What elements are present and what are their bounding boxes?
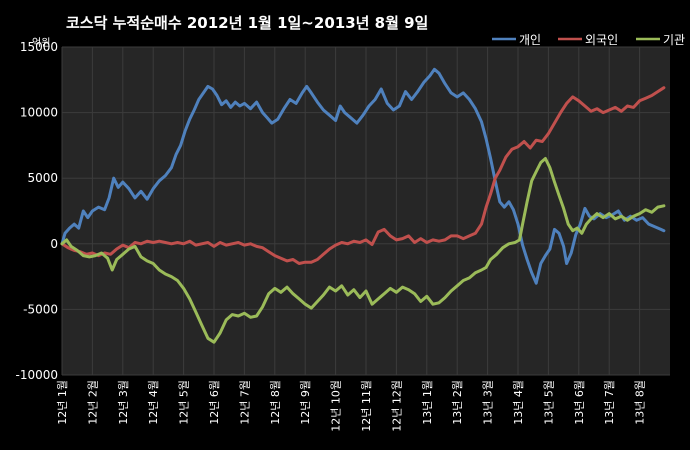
x-tick-label: 12년 9월 <box>299 380 312 425</box>
x-tick-label: 12년 10월 <box>330 380 343 432</box>
x-tick-label: 13년 5월 <box>542 380 555 425</box>
x-tick-label: 12년 11월 <box>360 380 373 432</box>
x-tick-label: 12년 7월 <box>238 380 251 425</box>
x-tick-label: 12년 12월 <box>390 380 403 432</box>
chart-title: 코스닥 누적순매수 2012년 1월 1일~2013년 8월 9일 <box>66 14 428 32</box>
legend: 개인 외국인 기관 <box>492 33 685 47</box>
y-axis-ticks: 15000 10000 5000 0 -5000 -10000 <box>15 40 58 382</box>
y-tick-label: 10000 <box>20 106 58 120</box>
series-line-1 <box>60 86 666 265</box>
x-tick-label: 13년 4월 <box>512 380 525 425</box>
grid-lines <box>61 46 670 376</box>
x-tick-label: 12년 3월 <box>117 380 130 425</box>
x-tick-label: 13년 1월 <box>421 380 434 425</box>
x-tick-label: 13년 3월 <box>482 380 495 425</box>
x-tick-label: 13년 7월 <box>603 380 616 425</box>
x-tick-label: 13년 8월 <box>634 380 647 425</box>
legend-label-0: 개인 <box>519 33 541 47</box>
x-tick-label: 13년 2월 <box>451 380 464 425</box>
y-tick-label: 5000 <box>27 171 58 185</box>
x-tick-label: 12년 1월 <box>56 380 69 425</box>
y-tick-label: -5000 <box>23 302 58 316</box>
y-tick-label: -10000 <box>15 368 58 382</box>
legend-label-1: 외국인 <box>585 33 618 47</box>
x-axis-ticks: 12년 1월 12년 2월 12년 3월 12년 4월 12년 5월 12년 6월 12년 … <box>56 380 647 432</box>
x-tick-label: 12년 5월 <box>178 380 191 425</box>
series-line-2 <box>60 157 666 344</box>
x-tick-label: 12년 2월 <box>86 380 99 425</box>
x-tick-label: 12년 4월 <box>147 380 160 425</box>
x-tick-label: 13년 6월 <box>573 380 586 425</box>
y-tick-label: 0 <box>50 237 58 251</box>
legend-label-2: 기관 <box>663 33 685 47</box>
y-tick-label: 15000 <box>20 40 58 54</box>
y-axis-unit-label: 억원 <box>32 37 50 49</box>
series-line-0 <box>60 67 666 285</box>
series-lines <box>60 67 666 344</box>
x-tick-label: 12년 6월 <box>208 380 221 425</box>
x-tick-label: 12년 8월 <box>269 380 282 425</box>
